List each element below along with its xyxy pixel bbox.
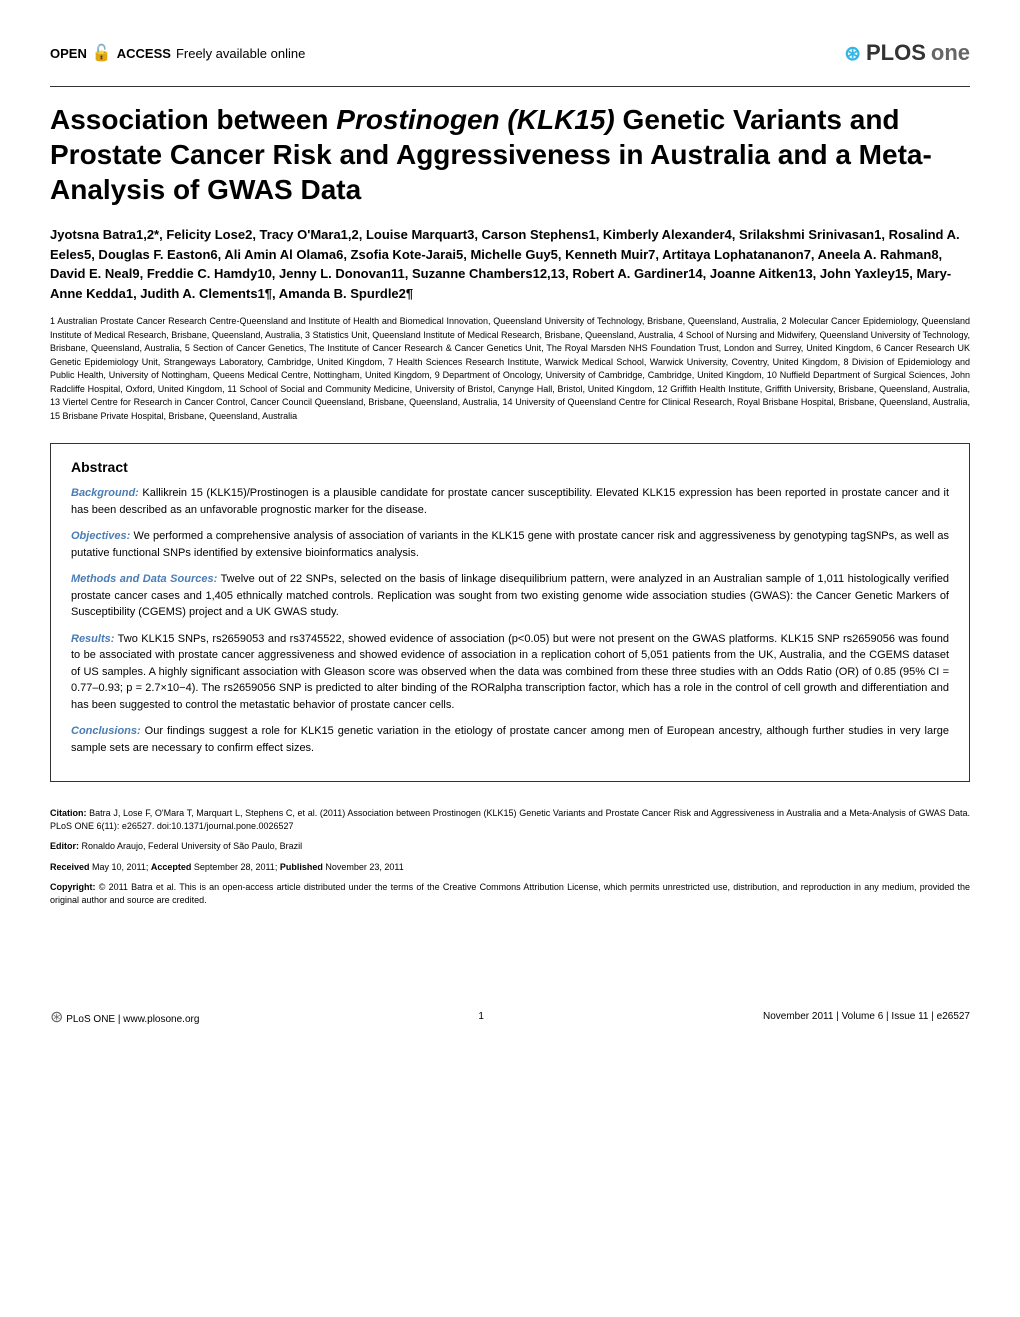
lock-icon: 🔓 (92, 43, 112, 63)
methods-label: Methods and Data Sources: (71, 573, 217, 585)
accepted-label: Accepted (151, 862, 192, 872)
results-text: Two KLK15 SNPs, rs2659053 and rs3745522,… (71, 633, 949, 711)
abstract-results: Results: Two KLK15 SNPs, rs2659053 and r… (71, 631, 949, 714)
copyright-text: © 2011 Batra et al. This is an open-acce… (50, 882, 970, 905)
editor-label: Editor: (50, 841, 79, 851)
abstract-box: Abstract Background: Kallikrein 15 (KLK1… (50, 443, 970, 782)
received-text: May 10, 2011; (90, 862, 151, 872)
copyright-label: Copyright: (50, 882, 96, 892)
conclusions-text: Our findings suggest a role for KLK15 ge… (71, 725, 949, 754)
citation-text: Batra J, Lose F, O'Mara T, Marquart L, S… (50, 808, 970, 831)
results-label: Results: (71, 633, 114, 645)
title-italic: Prostinogen (KLK15) (336, 104, 614, 135)
abstract-methods: Methods and Data Sources: Twelve out of … (71, 571, 949, 621)
open-access-badge: OPEN 🔓 ACCESS Freely available online (50, 43, 305, 63)
page-header: OPEN 🔓 ACCESS Freely available online ⊛ … (50, 40, 970, 66)
abstract-heading: Abstract (71, 459, 949, 475)
citation-label: Citation: (50, 808, 87, 818)
objectives-label: Objectives: (71, 530, 130, 542)
conclusions-label: Conclusions: (71, 725, 141, 737)
one-text: one (931, 40, 970, 66)
received-label: Received (50, 862, 90, 872)
footer-page-number: 1 (478, 1011, 484, 1022)
plos-text: PLOS (866, 40, 926, 66)
background-text: Kallikrein 15 (KLK15)/Prostinogen is a p… (71, 487, 949, 516)
footer-icon: ⊛ (50, 1009, 63, 1026)
footer-left: ⊛ PLoS ONE | www.plosone.org (50, 1007, 199, 1027)
published-text: November 23, 2011 (323, 862, 404, 872)
objectives-text: We performed a comprehensive analysis of… (71, 530, 949, 559)
access-text: ACCESS (117, 46, 171, 61)
freely-text: Freely available online (176, 46, 305, 61)
title-pre: Association between (50, 104, 336, 135)
open-text: OPEN (50, 46, 87, 61)
abstract-objectives: Objectives: We performed a comprehensive… (71, 528, 949, 561)
copyright: Copyright: © 2011 Batra et al. This is a… (50, 881, 970, 906)
footer-right: November 2011 | Volume 6 | Issue 11 | e2… (763, 1011, 970, 1022)
editor: Editor: Ronaldo Araujo, Federal Universi… (50, 840, 970, 853)
article-title: Association between Prostinogen (KLK15) … (50, 102, 970, 207)
authors-list: Jyotsna Batra1,2*, Felicity Lose2, Tracy… (50, 225, 970, 303)
journal-logo: ⊛ PLOS one (844, 40, 970, 66)
dates: Received May 10, 2011; Accepted Septembe… (50, 861, 970, 874)
header-divider (50, 86, 970, 87)
abstract-conclusions: Conclusions: Our findings suggest a role… (71, 723, 949, 756)
abstract-background: Background: Kallikrein 15 (KLK15)/Prosti… (71, 485, 949, 518)
affiliations: 1 Australian Prostate Cancer Research Ce… (50, 315, 970, 423)
editor-text: Ronaldo Araujo, Federal University of Sã… (79, 841, 302, 851)
background-label: Background: (71, 487, 139, 499)
citation: Citation: Batra J, Lose F, O'Mara T, Mar… (50, 807, 970, 832)
plos-icon: ⊛ (844, 41, 861, 66)
accepted-text: September 28, 2011; (191, 862, 279, 872)
published-label: Published (280, 862, 323, 872)
page-footer: ⊛ PLoS ONE | www.plosone.org 1 November … (50, 1007, 970, 1027)
footer-left-text: PLoS ONE | www.plosone.org (66, 1014, 199, 1025)
